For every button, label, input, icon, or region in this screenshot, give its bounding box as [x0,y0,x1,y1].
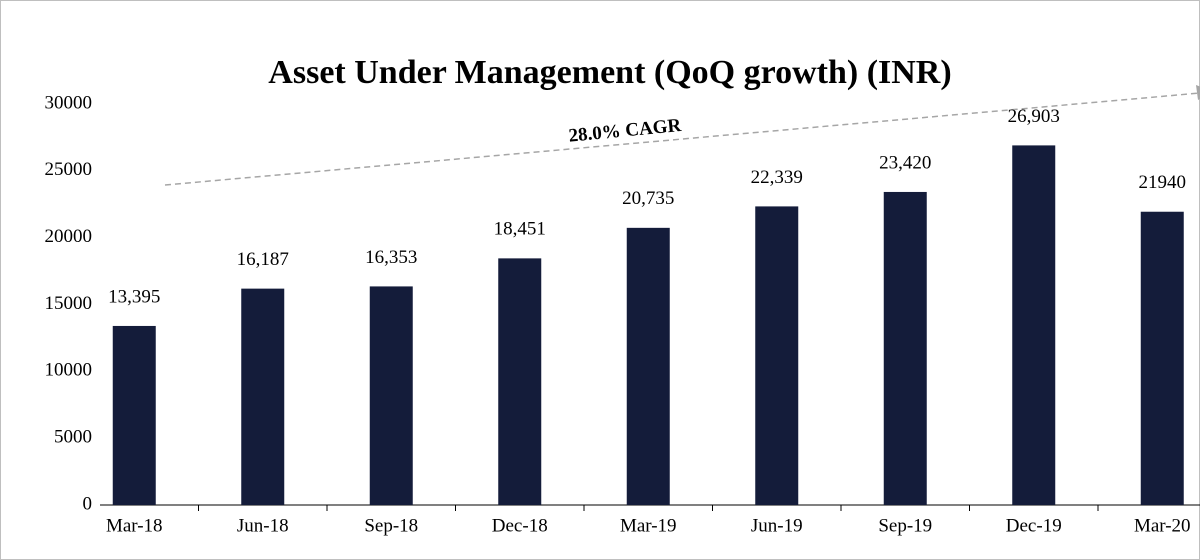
value-label: 18,451 [494,219,546,240]
chart-title: Asset Under Management (QoQ growth) (INR… [268,54,951,91]
x-tick-label: Dec-19 [1006,515,1062,536]
value-label: 13,395 [108,286,160,307]
y-tick-label: 15000 [45,293,93,314]
y-tick-label: 0 [83,493,93,514]
value-label: 21940 [1139,172,1187,193]
x-tick-label: Jun-18 [237,515,289,536]
trend-arrow-head [1196,85,1200,100]
value-label: 16,353 [365,247,417,268]
bar [498,258,542,505]
bar [1012,145,1056,506]
y-tick-label: 30000 [45,92,93,113]
y-tick-label: 10000 [45,360,93,381]
x-tick-label: Dec-18 [492,515,548,536]
bar [369,286,413,505]
x-tick-label: Jun-19 [751,515,803,536]
value-label: 22,339 [751,167,803,188]
value-label: 20,735 [622,188,674,209]
value-label: 16,187 [237,249,289,270]
value-label: 26,903 [1008,106,1060,127]
x-tick-label: Mar-18 [106,515,163,536]
bar [241,288,285,505]
y-tick-label: 20000 [45,226,93,247]
y-tick-label: 5000 [54,427,92,448]
trend-arrow [164,92,1200,186]
x-tick-label: Sep-19 [878,515,932,536]
y-tick-label: 25000 [45,159,93,180]
bar [883,191,927,505]
value-label: 23,420 [879,152,931,173]
x-tick-label: Mar-19 [620,515,677,536]
bar [626,227,670,505]
x-tick-label: Mar-20 [1134,515,1191,536]
bar [112,325,156,505]
bar [1140,211,1184,505]
x-tick-label: Sep-18 [364,515,418,536]
bar [755,206,799,505]
